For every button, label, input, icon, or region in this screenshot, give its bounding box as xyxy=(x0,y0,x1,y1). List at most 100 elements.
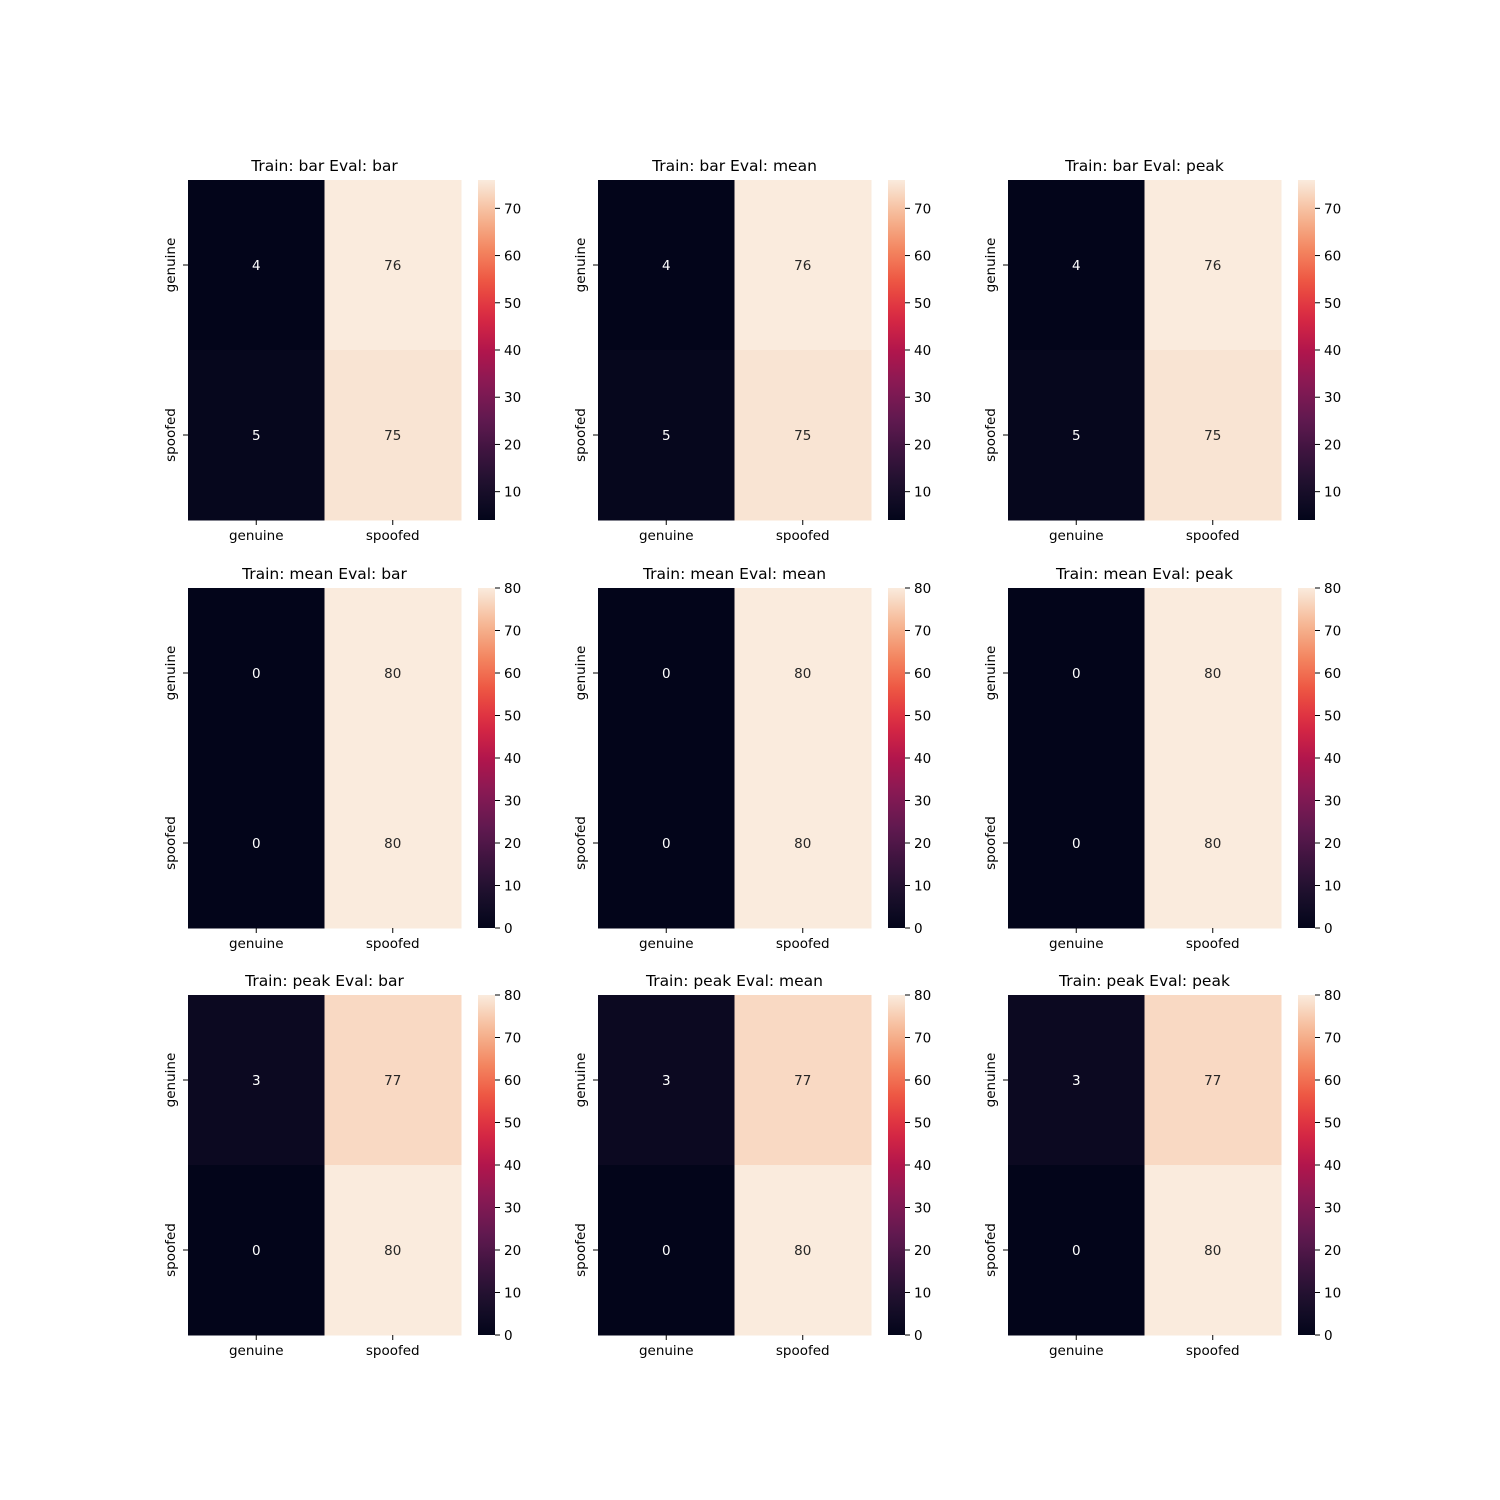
heatmap-cell xyxy=(188,758,325,929)
x-tick-label: genuine xyxy=(639,528,694,544)
x-tick-label: spoofed xyxy=(366,936,420,952)
cell-value-label: 75 xyxy=(384,428,401,444)
y-tick-label: spoofed xyxy=(163,1223,179,1277)
heatmap-cell xyxy=(1008,995,1145,1166)
colorbar-tick-label: 20 xyxy=(504,836,521,852)
cell-value-label: 3 xyxy=(662,1073,671,1089)
heatmap-cell xyxy=(188,350,325,521)
cell-value-label: 77 xyxy=(794,1073,811,1089)
colorbar-tick-label: 0 xyxy=(1324,1328,1333,1344)
colorbar-tick-label: 30 xyxy=(504,794,521,810)
x-tick-label: genuine xyxy=(1049,528,1104,544)
heatmap-cell xyxy=(324,758,462,929)
cell-value-label: 5 xyxy=(1072,428,1081,444)
colorbar-tick-label: 70 xyxy=(914,624,931,640)
colorbar-tick-label: 10 xyxy=(1324,1286,1341,1302)
panel-title: Train: bar Eval: bar xyxy=(250,157,398,175)
colorbar-tick-label: 70 xyxy=(1324,201,1341,217)
y-tick-label: genuine xyxy=(163,646,179,701)
panel-title: Train: bar Eval: peak xyxy=(1064,157,1224,175)
colorbar-tick-label: 40 xyxy=(914,343,931,359)
x-tick-label: spoofed xyxy=(776,936,830,952)
colorbar-tick-label: 0 xyxy=(504,921,513,937)
y-tick-label: spoofed xyxy=(573,816,589,870)
colorbar-tick-label: 40 xyxy=(504,751,521,767)
colorbar-tick-label: 10 xyxy=(1324,879,1341,895)
colorbar xyxy=(888,588,905,928)
colorbar-tick-label: 0 xyxy=(504,1328,513,1344)
x-tick-label: spoofed xyxy=(366,1343,420,1359)
cell-value-label: 80 xyxy=(794,836,811,852)
y-tick-label: spoofed xyxy=(163,816,179,870)
cell-value-label: 80 xyxy=(1204,836,1221,852)
heatmap-cell xyxy=(734,350,872,521)
heatmap-cell xyxy=(188,180,325,351)
colorbar-tick-label: 50 xyxy=(914,1116,931,1132)
colorbar-tick-label: 30 xyxy=(1324,390,1341,406)
colorbar-tick-label: 10 xyxy=(914,879,931,895)
x-tick-label: genuine xyxy=(639,936,694,952)
y-tick-label: genuine xyxy=(163,1053,179,1108)
x-tick-label: spoofed xyxy=(1186,528,1240,544)
colorbar-tick-label: 40 xyxy=(504,343,521,359)
colorbar xyxy=(1298,180,1315,520)
cell-value-label: 80 xyxy=(794,1243,811,1259)
colorbar xyxy=(478,180,495,520)
colorbar-tick-label: 30 xyxy=(914,390,931,406)
y-tick-label: spoofed xyxy=(573,408,589,462)
cell-value-label: 80 xyxy=(384,836,401,852)
colorbar xyxy=(478,995,495,1335)
colorbar-tick-label: 70 xyxy=(504,624,521,640)
cell-value-label: 77 xyxy=(1204,1073,1221,1089)
heatmap-cell xyxy=(324,995,462,1166)
cell-value-label: 4 xyxy=(662,258,671,274)
colorbar-tick-label: 70 xyxy=(504,201,521,217)
colorbar-tick-label: 60 xyxy=(1324,1073,1341,1089)
heatmap-panel: Train: bar Eval: bar 4 76 5 75 genuine spoofed… xyxy=(163,157,521,544)
heatmap-cell xyxy=(324,180,462,351)
x-tick-label: genuine xyxy=(1049,1343,1104,1359)
cell-value-label: 4 xyxy=(1072,258,1081,274)
colorbar-tick-label: 80 xyxy=(914,581,931,597)
colorbar xyxy=(478,588,495,928)
heatmap-cell xyxy=(598,1165,735,1336)
heatmap-panel: Train: bar Eval: peak 4 76 5 75 genuine spoofe… xyxy=(983,157,1341,544)
colorbar-tick-label: 10 xyxy=(504,1286,521,1302)
colorbar-tick-label: 60 xyxy=(914,1073,931,1089)
colorbar-tick-label: 70 xyxy=(914,1031,931,1047)
x-tick-label: genuine xyxy=(1049,936,1104,952)
cell-value-label: 0 xyxy=(662,836,671,852)
heatmap-panel: Train: peak Eval: bar 3 77 0 80 genuine spoofe… xyxy=(163,972,521,1359)
heatmap-cell xyxy=(1008,350,1145,521)
heatmap-cell xyxy=(734,180,872,351)
colorbar-tick-label: 50 xyxy=(914,296,931,312)
cell-value-label: 80 xyxy=(384,1243,401,1259)
colorbar xyxy=(1298,588,1315,928)
x-tick-label: spoofed xyxy=(776,528,830,544)
x-tick-label: spoofed xyxy=(366,528,420,544)
cell-value-label: 0 xyxy=(252,836,261,852)
y-tick-label: genuine xyxy=(573,646,589,701)
colorbar-tick-label: 30 xyxy=(1324,794,1341,810)
colorbar-tick-label: 10 xyxy=(504,485,521,501)
colorbar-tick-label: 10 xyxy=(504,879,521,895)
colorbar-tick-label: 60 xyxy=(504,1073,521,1089)
heatmap-panel: Train: peak Eval: peak 3 77 0 80 genuine spoof… xyxy=(983,972,1341,1359)
heatmap-cell xyxy=(324,588,462,759)
x-tick-label: genuine xyxy=(229,936,284,952)
colorbar-tick-label: 10 xyxy=(914,485,931,501)
colorbar-tick-label: 50 xyxy=(504,709,521,725)
cell-value-label: 80 xyxy=(794,666,811,682)
colorbar-tick-label: 70 xyxy=(914,201,931,217)
colorbar-tick-label: 60 xyxy=(1324,249,1341,265)
cell-value-label: 76 xyxy=(794,258,811,274)
heatmap-cell xyxy=(598,995,735,1166)
colorbar-tick-label: 50 xyxy=(914,709,931,725)
heatmap-cell xyxy=(1008,180,1145,351)
heatmap-cell xyxy=(1144,180,1282,351)
colorbar-tick-label: 80 xyxy=(1324,581,1341,597)
colorbar-tick-label: 50 xyxy=(504,1116,521,1132)
colorbar-tick-label: 10 xyxy=(1324,485,1341,501)
colorbar xyxy=(888,995,905,1335)
